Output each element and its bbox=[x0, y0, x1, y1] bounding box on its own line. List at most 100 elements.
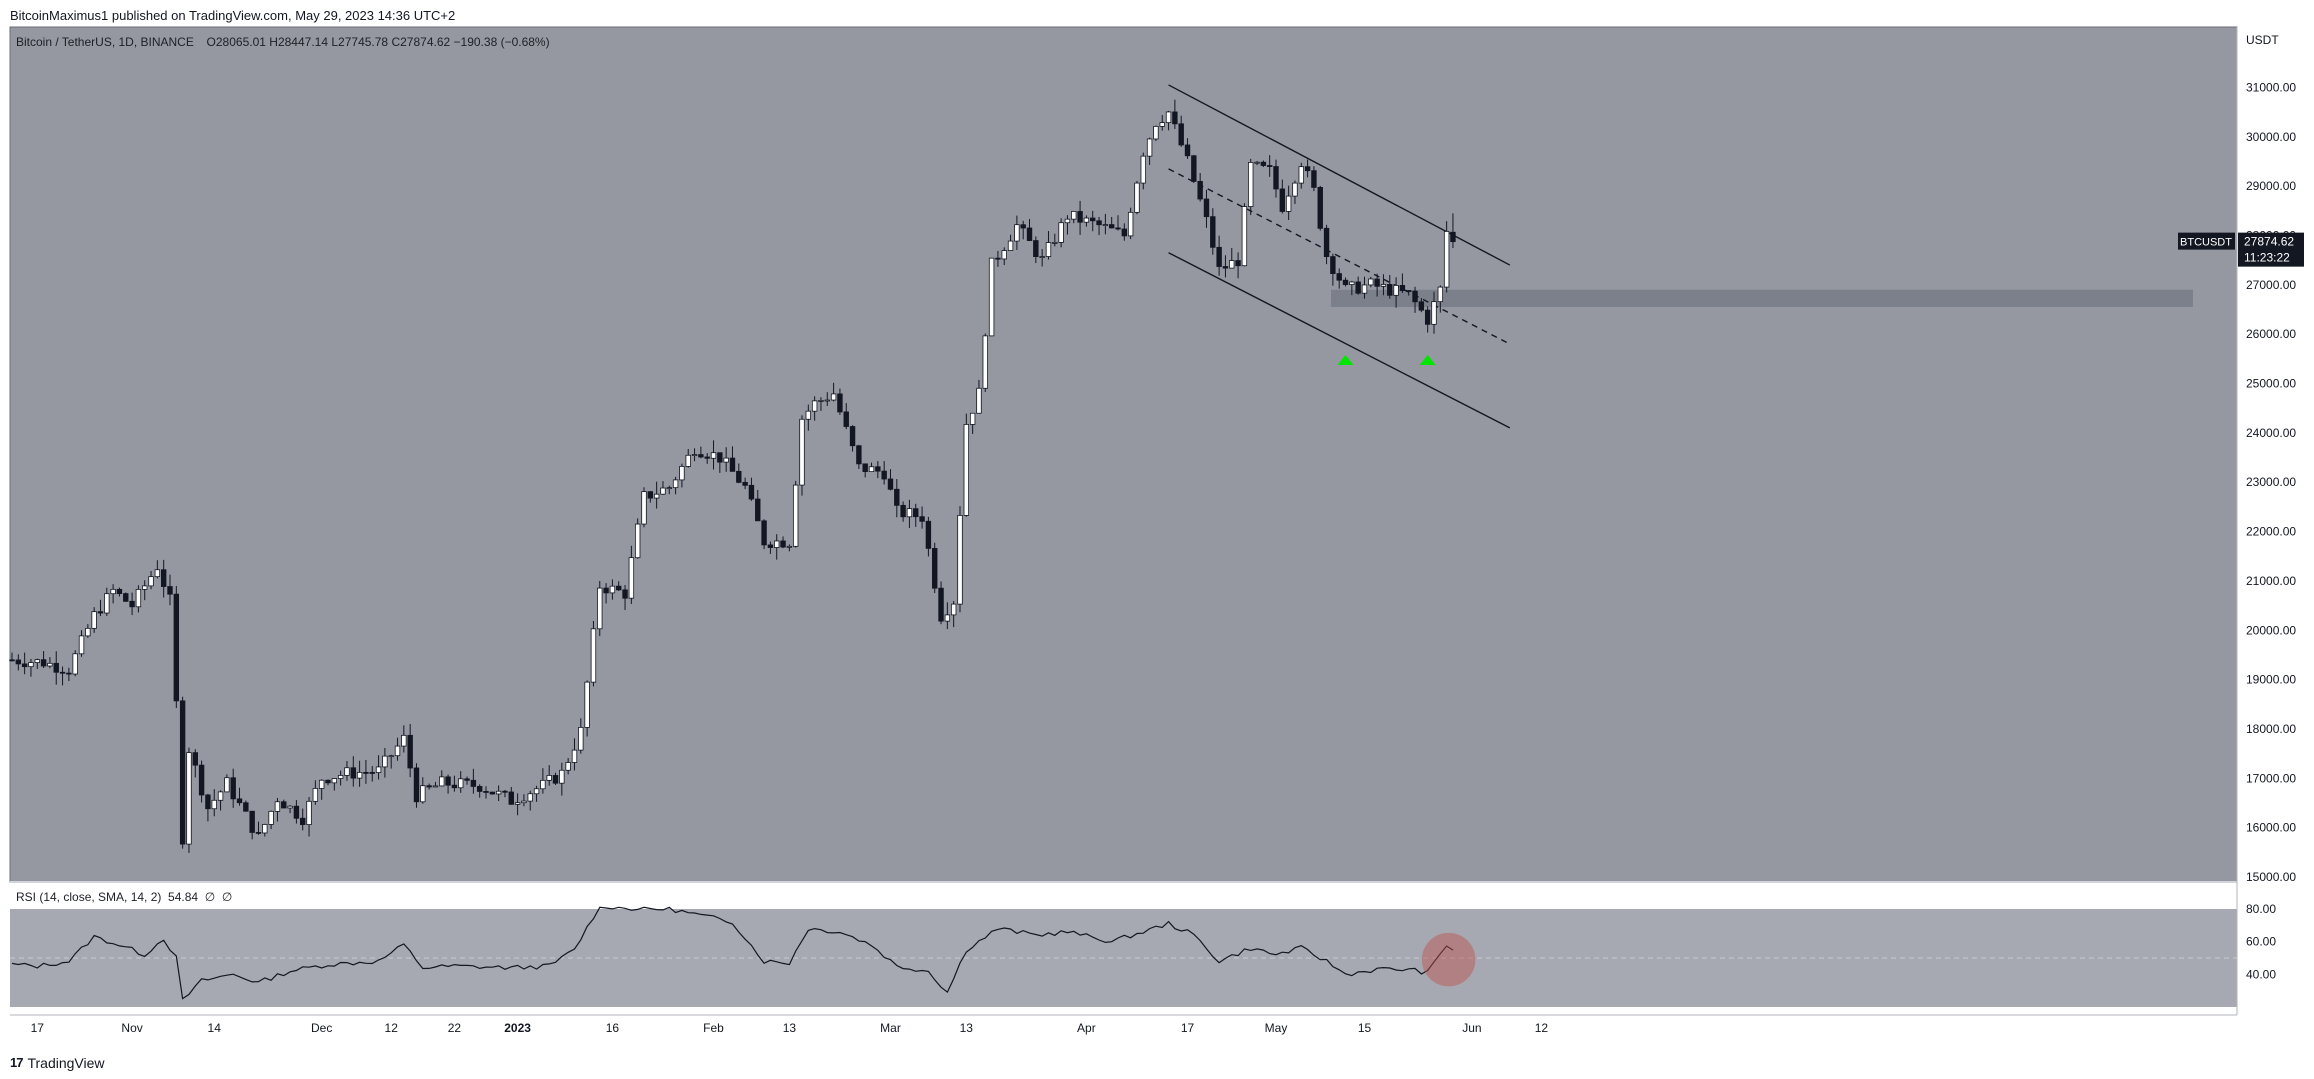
candle[interactable] bbox=[748, 477, 755, 501]
candle[interactable] bbox=[660, 481, 666, 495]
candle[interactable] bbox=[628, 545, 635, 604]
candle[interactable] bbox=[1317, 185, 1323, 231]
candle[interactable] bbox=[837, 388, 843, 415]
candle[interactable] bbox=[268, 810, 274, 830]
candle[interactable] bbox=[287, 805, 293, 814]
candle[interactable] bbox=[824, 392, 830, 406]
candle[interactable] bbox=[925, 516, 932, 557]
candle[interactable] bbox=[710, 440, 717, 470]
candle[interactable] bbox=[672, 476, 679, 495]
rsi-line[interactable] bbox=[11, 906, 1454, 1000]
candle[interactable] bbox=[129, 592, 135, 616]
candle[interactable] bbox=[755, 489, 761, 522]
candle[interactable] bbox=[243, 800, 249, 812]
rsi-legend[interactable]: RSI (14, close, SMA, 14, 2) 54.84 ∅ ∅ bbox=[16, 890, 233, 904]
candle[interactable] bbox=[1216, 235, 1222, 276]
candle[interactable] bbox=[1393, 277, 1399, 308]
candle[interactable] bbox=[116, 587, 123, 597]
candle[interactable] bbox=[432, 781, 439, 788]
candle[interactable] bbox=[540, 768, 546, 794]
candle[interactable] bbox=[1134, 180, 1140, 215]
candle[interactable] bbox=[464, 776, 470, 785]
candle[interactable] bbox=[1014, 215, 1020, 250]
candle[interactable] bbox=[230, 768, 236, 808]
candle[interactable] bbox=[1431, 291, 1437, 334]
candle[interactable] bbox=[653, 481, 660, 509]
candle[interactable] bbox=[546, 765, 552, 786]
candle[interactable] bbox=[590, 620, 597, 687]
candle[interactable] bbox=[401, 725, 407, 753]
candle[interactable] bbox=[559, 762, 565, 796]
candle[interactable] bbox=[1248, 158, 1254, 216]
candle[interactable] bbox=[382, 747, 388, 778]
candle[interactable] bbox=[900, 501, 906, 522]
green-arrow[interactable] bbox=[1419, 355, 1436, 365]
candle[interactable] bbox=[932, 542, 938, 594]
candle[interactable] bbox=[179, 696, 186, 849]
candle[interactable] bbox=[1342, 277, 1349, 287]
candle[interactable] bbox=[337, 770, 344, 786]
candle[interactable] bbox=[1178, 115, 1184, 147]
candle[interactable] bbox=[211, 789, 217, 817]
candle[interactable] bbox=[350, 756, 356, 787]
candle[interactable] bbox=[1203, 189, 1210, 228]
candle[interactable] bbox=[1071, 211, 1077, 224]
candle[interactable] bbox=[1045, 231, 1052, 260]
candle[interactable] bbox=[72, 650, 78, 677]
candle[interactable] bbox=[1096, 217, 1102, 236]
candle[interactable] bbox=[881, 461, 887, 485]
candle[interactable] bbox=[363, 759, 369, 784]
candle[interactable] bbox=[78, 630, 85, 657]
candle[interactable] bbox=[325, 779, 331, 786]
candle[interactable] bbox=[300, 808, 306, 831]
candle[interactable] bbox=[1241, 203, 1248, 267]
candle[interactable] bbox=[1020, 220, 1026, 240]
candle[interactable] bbox=[1355, 276, 1361, 295]
candle[interactable] bbox=[1330, 253, 1336, 286]
candle[interactable] bbox=[123, 592, 129, 602]
candle[interactable] bbox=[856, 444, 862, 469]
candle[interactable] bbox=[110, 584, 116, 604]
candle[interactable] bbox=[186, 747, 192, 853]
candle[interactable] bbox=[167, 574, 173, 606]
candle[interactable] bbox=[28, 658, 34, 677]
candle[interactable] bbox=[774, 534, 780, 560]
candle[interactable] bbox=[420, 777, 426, 804]
candle[interactable] bbox=[736, 463, 742, 484]
candle[interactable] bbox=[262, 823, 268, 837]
candle[interactable] bbox=[698, 446, 704, 459]
candle[interactable] bbox=[527, 790, 533, 811]
candle[interactable] bbox=[205, 793, 211, 822]
candle[interactable] bbox=[685, 448, 691, 468]
channel-middle-line[interactable] bbox=[1168, 168, 1511, 345]
candle[interactable] bbox=[1387, 275, 1393, 299]
candle[interactable] bbox=[906, 499, 913, 528]
candle[interactable] bbox=[811, 396, 818, 421]
candle[interactable] bbox=[786, 544, 793, 552]
candle[interactable] bbox=[217, 790, 224, 811]
candle[interactable] bbox=[1235, 252, 1241, 279]
candle[interactable] bbox=[792, 480, 799, 548]
candle[interactable] bbox=[1349, 280, 1355, 296]
candle[interactable] bbox=[584, 680, 590, 737]
candle[interactable] bbox=[1298, 162, 1304, 189]
candle[interactable] bbox=[514, 793, 521, 816]
candle[interactable] bbox=[142, 580, 148, 601]
candle[interactable] bbox=[521, 794, 527, 807]
candle[interactable] bbox=[104, 587, 110, 617]
candle[interactable] bbox=[780, 536, 786, 549]
green-arrow[interactable] bbox=[1337, 355, 1354, 365]
candle[interactable] bbox=[1374, 273, 1380, 297]
candle[interactable] bbox=[40, 651, 47, 669]
candle[interactable] bbox=[413, 763, 420, 808]
candle[interactable] bbox=[375, 755, 382, 780]
candle[interactable] bbox=[249, 810, 255, 840]
candle[interactable] bbox=[887, 469, 894, 491]
candle[interactable] bbox=[1039, 249, 1045, 267]
candle[interactable] bbox=[91, 607, 97, 633]
candle[interactable] bbox=[508, 787, 514, 805]
candle[interactable] bbox=[331, 778, 338, 791]
candle[interactable] bbox=[293, 800, 300, 824]
candle[interactable] bbox=[160, 559, 167, 598]
